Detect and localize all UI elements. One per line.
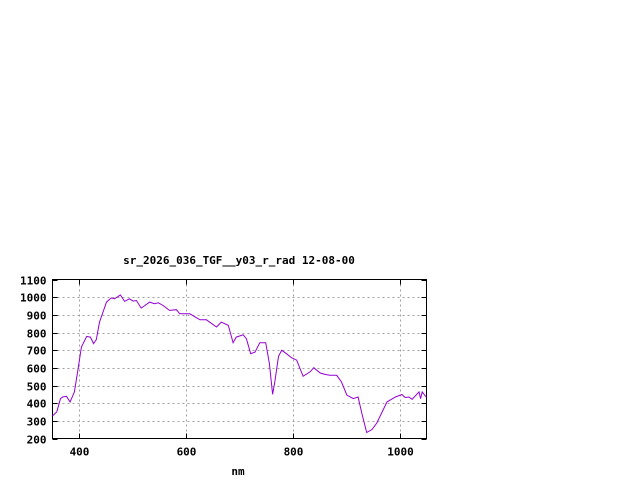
x-tick-label: 600 xyxy=(177,446,197,459)
y-tick-label: 1000 xyxy=(20,292,47,305)
y-tick-label: 600 xyxy=(27,363,47,376)
y-tick-label: 800 xyxy=(27,328,47,341)
y-tick-label: 1100 xyxy=(20,275,47,288)
y-tick-label: 700 xyxy=(27,345,47,358)
x-tick-label: 400 xyxy=(70,446,90,459)
x-tick-label: 1000 xyxy=(387,446,414,459)
y-tick-label: 300 xyxy=(27,416,47,429)
y-tick-label: 500 xyxy=(27,381,47,394)
x-axis-label: nm xyxy=(231,465,245,478)
axis-ticks: 200 300 400 500 600 700 800 900 1000 1100 400 600 80… xyxy=(20,275,427,459)
x-tick-label: 800 xyxy=(284,446,304,459)
y-tick-label: 900 xyxy=(27,310,47,323)
y-tick-label: 400 xyxy=(27,398,47,411)
series-line xyxy=(52,294,427,434)
chart-title: sr_2026_036_TGF__y03_r_rad 12-08-00 xyxy=(123,254,355,267)
y-tick-label: 200 xyxy=(27,434,47,447)
grid xyxy=(52,279,427,439)
plot-frame xyxy=(52,279,427,439)
